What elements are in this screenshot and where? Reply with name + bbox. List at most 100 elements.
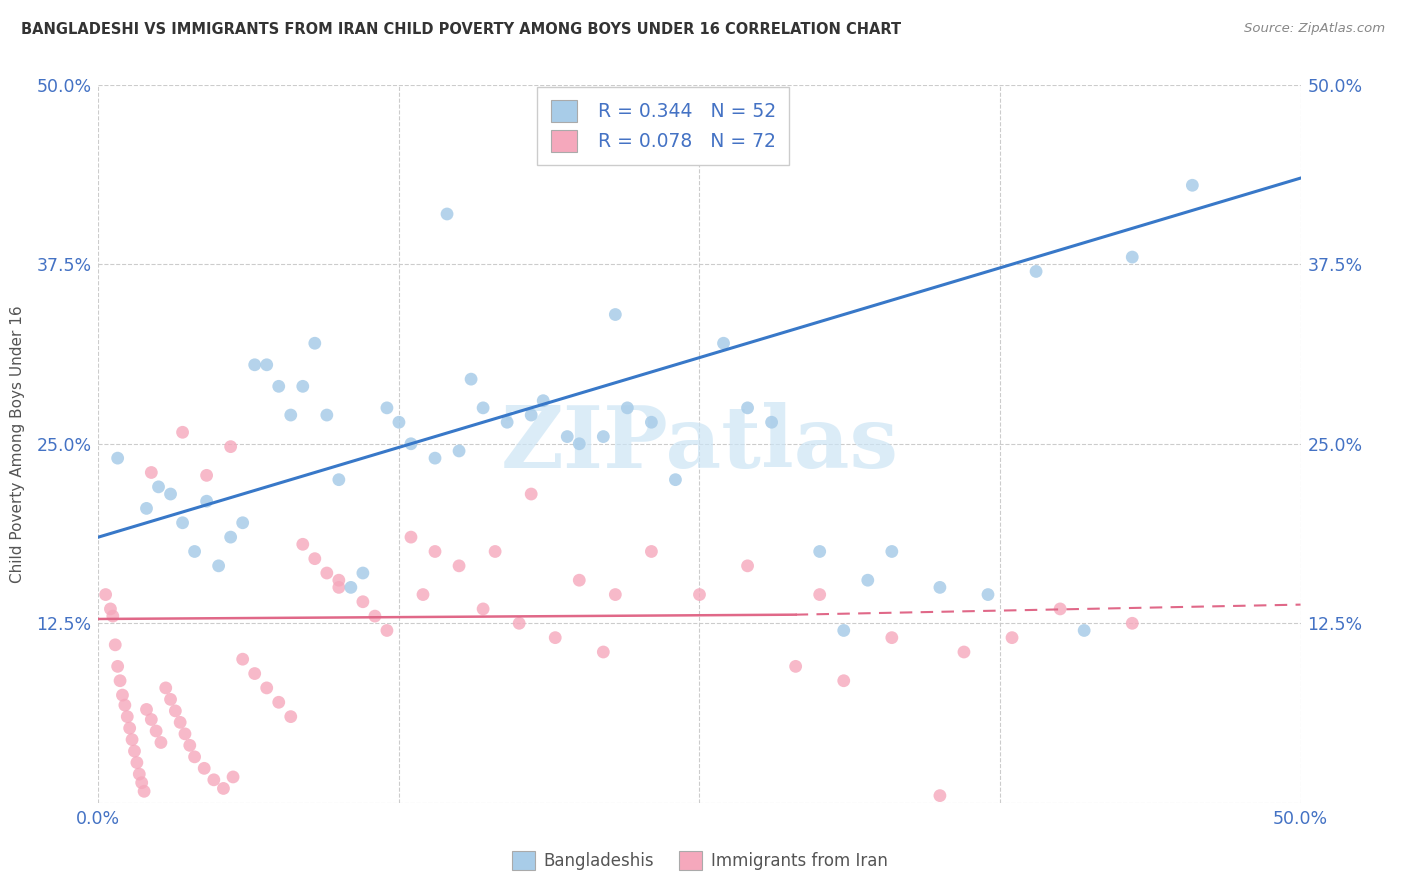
Point [117,709,139,723]
Point [208,558,231,573]
Point [555,429,578,443]
Point [880,631,903,645]
Point [135,501,157,516]
Point [243,358,266,372]
Point [328,573,350,587]
Point [520,487,543,501]
Point [315,566,337,580]
Point [267,695,290,709]
Point [280,408,302,422]
Point [568,437,591,451]
Point [280,709,302,723]
Point [496,415,519,429]
Point [832,624,855,638]
Point [1121,250,1143,264]
Point [592,429,614,443]
Point [664,473,686,487]
Point [436,207,458,221]
Point [135,702,157,716]
Point [352,595,374,609]
Point [107,451,129,466]
Point [159,692,181,706]
Point [256,358,278,372]
Point [808,544,831,558]
Point [484,544,506,558]
Point [399,530,422,544]
Point [328,581,350,595]
Text: BANGLADESHI VS IMMIGRANTS FROM IRAN CHILD POVERTY AMONG BOYS UNDER 16 CORRELATIO: BANGLADESHI VS IMMIGRANTS FROM IRAN CHIL… [21,22,901,37]
Point [399,437,422,451]
Point [340,581,363,595]
Point [640,415,662,429]
Point [375,401,398,415]
Point [125,756,148,770]
Text: ZIPatlas: ZIPatlas [501,401,898,486]
Point [195,494,218,508]
Point [364,609,387,624]
Point [689,588,711,602]
Point [165,704,187,718]
Point [256,681,278,695]
Point [520,408,543,422]
Point [172,516,194,530]
Point [114,698,136,713]
Point [148,480,170,494]
Point [737,558,759,573]
Point [183,749,205,764]
Point [219,440,242,454]
Point [1181,178,1204,193]
Point [689,142,711,156]
Point [291,537,314,551]
Point [856,573,879,587]
Point [328,473,350,487]
Point [423,544,446,558]
Point [141,713,163,727]
Point [472,401,495,415]
Legend: Bangladeshis, Immigrants from Iran: Bangladeshis, Immigrants from Iran [505,845,894,877]
Point [141,466,163,480]
Point [1121,616,1143,631]
Point [219,530,242,544]
Point [605,588,627,602]
Point [212,781,235,796]
Point [132,784,155,798]
Point [159,487,181,501]
Point [193,761,215,775]
Point [101,609,124,624]
Point [592,645,614,659]
Point [808,588,831,602]
Point [183,544,205,558]
Point [880,544,903,558]
Point [222,770,245,784]
Point [508,616,530,631]
Point [104,638,127,652]
Point [202,772,225,787]
Point [832,673,855,688]
Point [605,308,627,322]
Point [352,566,374,580]
Point [315,408,337,422]
Point [232,516,254,530]
Point [243,666,266,681]
Point [412,588,434,602]
Point [953,645,976,659]
Point [568,573,591,587]
Point [977,588,1000,602]
Point [118,721,141,735]
Point [128,767,150,781]
Point [108,673,131,688]
Point [172,425,194,440]
Text: Source: ZipAtlas.com: Source: ZipAtlas.com [1244,22,1385,36]
Point [111,688,134,702]
Point [447,444,470,458]
Point [1001,631,1024,645]
Point [121,732,143,747]
Point [169,715,191,730]
Point [131,775,153,789]
Point [531,393,554,408]
Point [447,558,470,573]
Point [232,652,254,666]
Point [713,336,735,351]
Point [145,724,167,739]
Point [174,727,197,741]
